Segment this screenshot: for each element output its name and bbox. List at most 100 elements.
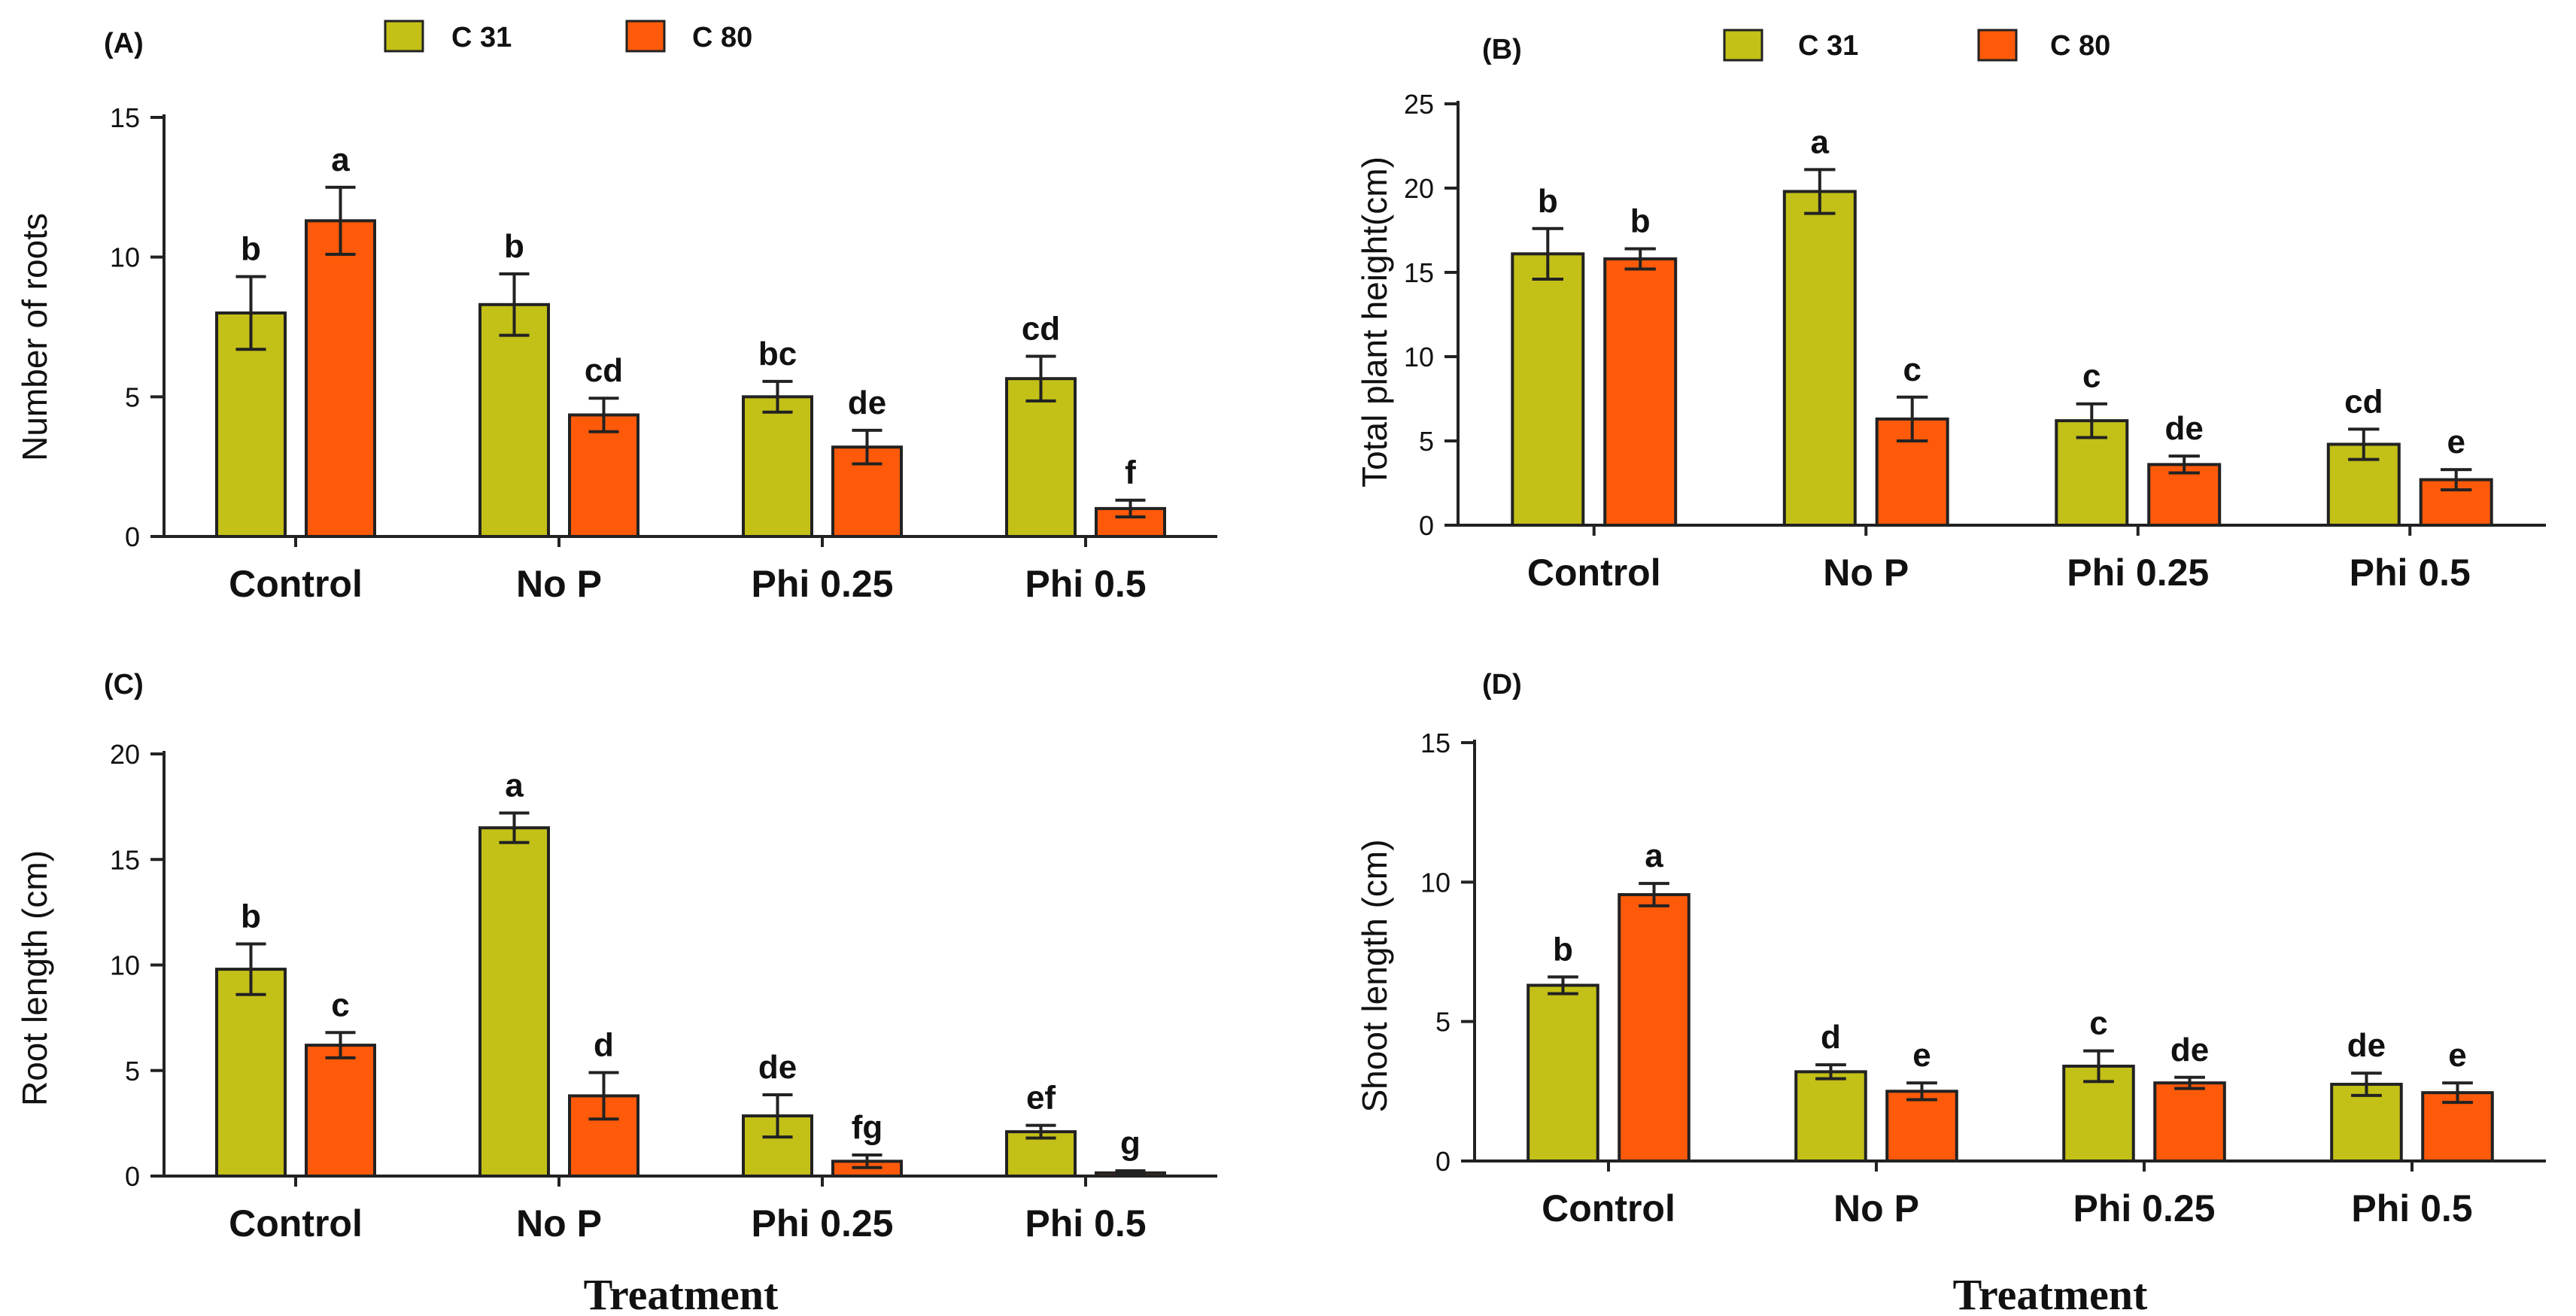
bar-c31 — [478, 826, 550, 1178]
panel-c: (C) Root length (cm) 0 5 10 15 20 Control b c No… — [15, 669, 1217, 1245]
panel-b: (B) C 31 C 80 Total plant height(cm) 0 5 1… — [1355, 29, 2546, 594]
x-axis-title-left: Treatment — [584, 1270, 779, 1316]
category-label: Phi 0.5 — [1025, 1202, 1146, 1245]
category-label: Phi 0.5 — [1025, 563, 1146, 605]
legend-label-c31: C 31 — [1798, 30, 1858, 62]
y-tick-label: 5 — [125, 1056, 140, 1087]
legend-b: C 31 C 80 — [1723, 29, 2110, 62]
category-label: Phi 0.5 — [2350, 552, 2471, 594]
significance-letter: b — [1538, 183, 1558, 220]
bar-c80 — [305, 1044, 376, 1178]
significance-letter: c — [331, 986, 349, 1023]
significance-letter: b — [241, 898, 261, 935]
significance-letter: b — [1630, 203, 1651, 240]
panel-label-c: (C) — [104, 669, 144, 701]
category-label: Phi 0.25 — [2073, 1187, 2216, 1229]
bar-c31 — [1511, 252, 1585, 527]
significance-letter: a — [331, 141, 350, 178]
significance-letter: a — [1811, 123, 1830, 160]
significance-letter: e — [1912, 1037, 1930, 1074]
bar-c80 — [305, 219, 376, 538]
category-label: No P — [1823, 552, 1909, 594]
bar-c31 — [215, 968, 287, 1178]
category-label: Control — [1527, 552, 1661, 594]
y-tick-label: 0 — [1435, 1146, 1451, 1177]
panel-label-d: (D) — [1482, 669, 1522, 701]
significance-letter: b — [504, 228, 524, 265]
bar-c31 — [1794, 1070, 1867, 1163]
significance-letter: e — [2447, 424, 2465, 460]
legend-label-c80: C 80 — [692, 22, 752, 53]
y-tick-label: 0 — [125, 521, 140, 552]
y-axis-label-b: Total plant height(cm) — [1355, 157, 1394, 488]
significance-letter: fg — [852, 1109, 883, 1146]
y-tick-label: 15 — [110, 102, 140, 133]
panel-label-a: (A) — [104, 28, 144, 59]
bar-c80 — [2421, 1091, 2494, 1163]
significance-letter: bc — [758, 336, 797, 372]
y-tick-label: 20 — [110, 739, 140, 770]
significance-letter: de — [848, 384, 886, 421]
panel-a: (A) C 31 C 80 Number of roots 0 5 10 15 Cont… — [15, 20, 1217, 605]
legend-swatch-c80 — [625, 20, 666, 53]
significance-letter: d — [594, 1027, 614, 1064]
bar-c80 — [1875, 417, 1949, 527]
significance-letter: c — [2082, 358, 2101, 395]
bar-c31 — [1782, 190, 1857, 527]
significance-letter: e — [2448, 1037, 2466, 1074]
category-label: No P — [516, 563, 602, 605]
y-tick-label: 5 — [1419, 426, 1434, 457]
category-label: Phi 0.5 — [2351, 1187, 2472, 1229]
y-tick-label: 15 — [1404, 257, 1434, 288]
significance-letter: de — [2347, 1027, 2386, 1064]
y-axis-label-d: Shoot length (cm) — [1355, 839, 1394, 1112]
y-tick-label: 10 — [110, 242, 140, 273]
legend-a: C 31 C 80 — [384, 20, 752, 53]
y-tick-label: 15 — [110, 844, 140, 875]
category-label: Control — [229, 563, 363, 605]
significance-letter: cd — [2344, 383, 2383, 420]
legend-swatch-c31 — [1723, 29, 1763, 62]
bar-c80 — [1603, 257, 1678, 527]
bar-c80 — [2153, 1081, 2226, 1163]
category-label: Control — [229, 1202, 363, 1245]
y-tick-label: 15 — [1420, 728, 1451, 758]
significance-letter: de — [2170, 1032, 2209, 1068]
y-tick-label: 5 — [1435, 1007, 1451, 1038]
y-axis-label-c: Root length (cm) — [15, 850, 54, 1106]
bar-c31 — [478, 302, 550, 538]
plot-area-a: 0 5 10 15 Control b a No P b cd Phi 0.25 bc de Phi 0.… — [110, 102, 1217, 605]
legend-label-c80: C 80 — [2050, 30, 2110, 62]
bar-c31 — [1526, 983, 1599, 1163]
x-axis-title-right: Treatment — [1953, 1270, 2148, 1316]
category-label: No P — [516, 1202, 602, 1245]
significance-letter: de — [758, 1049, 797, 1086]
y-tick-label: 0 — [125, 1161, 140, 1192]
legend-label-c31: C 31 — [451, 22, 512, 53]
panel-label-b: (B) — [1482, 34, 1522, 65]
y-tick-label: 5 — [125, 381, 140, 412]
significance-letter: d — [1821, 1019, 1841, 1056]
category-label: Control — [1542, 1187, 1675, 1229]
bar-c80 — [1618, 893, 1690, 1163]
significance-letter: de — [2165, 410, 2204, 447]
bar-c31 — [742, 395, 813, 538]
bar-c31 — [2326, 442, 2401, 527]
bar-c80 — [1885, 1090, 1958, 1163]
y-tick-label: 0 — [1419, 510, 1434, 541]
bar-c80 — [568, 413, 639, 538]
category-label: Phi 0.25 — [752, 1202, 894, 1245]
category-label: Phi 0.25 — [752, 563, 894, 605]
panel-d: (D) Shoot length (cm) 0 5 10 15 Control b a No … — [1355, 669, 2546, 1229]
significance-letter: f — [1125, 454, 1136, 491]
y-tick-label: 10 — [110, 950, 140, 981]
y-tick-label: 10 — [1420, 867, 1451, 898]
y-axis-label-a: Number of roots — [15, 213, 54, 461]
significance-letter: a — [1645, 837, 1663, 874]
bar-c80 — [2147, 463, 2222, 527]
category-label: No P — [1833, 1187, 1919, 1229]
plot-area-c: 0 5 10 15 20 Control b c No P a d Phi 0.25 de fg Phi 0… — [110, 739, 1217, 1245]
